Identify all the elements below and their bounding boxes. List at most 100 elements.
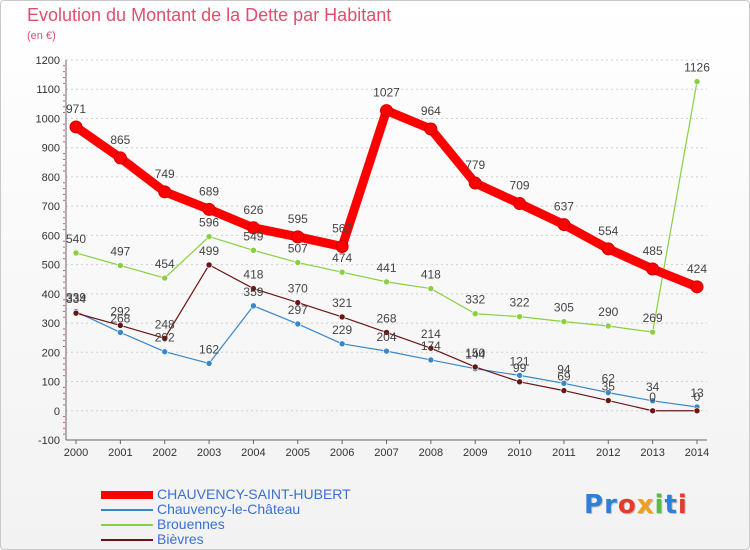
data-point: [471, 363, 479, 371]
x-tick-label: 2012: [596, 447, 620, 459]
data-point: [335, 239, 349, 253]
data-point: [72, 249, 80, 257]
data-label: 485: [643, 244, 663, 258]
data-label: 749: [155, 167, 175, 181]
x-tick-label: 2011: [552, 447, 576, 459]
data-label: 507: [288, 242, 308, 256]
data-point: [250, 285, 257, 292]
data-label: 554: [598, 224, 618, 238]
y-minor-tick: [63, 392, 65, 394]
data-point: [291, 230, 305, 244]
data-label: 370: [288, 282, 308, 296]
data-point: [246, 221, 260, 235]
data-point: [69, 120, 83, 134]
y-minor-tick: [63, 316, 65, 318]
y-minor-tick: [63, 375, 65, 377]
logo-letter: o: [617, 490, 637, 520]
data-point: [693, 407, 701, 415]
y-minor-tick: [63, 199, 65, 201]
y-tick-label: 1100: [36, 84, 60, 96]
y-minor-tick: [63, 182, 65, 184]
logo-letter: r: [604, 490, 618, 520]
y-minor-tick: [63, 275, 65, 277]
data-point: [690, 280, 704, 294]
legend-item: Chauvency-le-Château: [101, 502, 351, 517]
data-point: [205, 233, 213, 240]
y-minor-tick: [63, 129, 65, 131]
data-label: 1126: [684, 61, 710, 75]
data-label: 174: [421, 339, 441, 353]
y-minor-tick: [63, 421, 65, 423]
data-point: [427, 285, 435, 292]
y-minor-tick: [63, 106, 65, 108]
y-minor-tick: [63, 281, 65, 283]
y-tick-label: 500: [42, 260, 60, 272]
x-tick-label: 2013: [640, 447, 664, 459]
data-label: 269: [643, 311, 663, 325]
data-point: [383, 347, 390, 355]
legend: CHAUVENCY-SAINT-HUBERT Chauvency-le-Châte…: [101, 487, 351, 547]
y-minor-tick: [63, 158, 65, 160]
data-point: [468, 176, 482, 190]
data-point: [601, 242, 615, 256]
data-point: [649, 397, 656, 405]
data-label: 441: [376, 261, 396, 275]
data-label: 418: [243, 268, 263, 282]
data-label: 549: [243, 229, 263, 243]
data-point: [560, 387, 568, 394]
x-tick-label: 2006: [330, 447, 354, 459]
proxiti-logo: Proxiti: [584, 490, 688, 520]
data-point: [513, 197, 527, 211]
data-label: 332: [465, 293, 485, 307]
data-point: [338, 268, 346, 276]
data-label: 268: [376, 311, 396, 325]
y-minor-tick: [63, 340, 65, 342]
data-point: [604, 389, 612, 396]
y-tick-label: 100: [42, 377, 60, 389]
y-tick-label: 700: [42, 201, 60, 213]
data-point: [117, 322, 124, 329]
y-minor-tick: [63, 269, 65, 271]
y-minor-tick: [63, 369, 65, 371]
y-minor-tick: [63, 188, 65, 190]
data-label: 359: [243, 285, 263, 299]
y-tick-label: 1200: [36, 55, 60, 67]
data-point: [294, 299, 302, 306]
data-label: 964: [421, 104, 441, 118]
data-point: [338, 340, 346, 348]
x-tick-label: 2002: [152, 447, 176, 459]
data-label: 499: [199, 244, 219, 258]
data-point: [427, 356, 435, 364]
y-minor-tick: [63, 141, 65, 143]
logo-letter: P: [584, 490, 605, 520]
data-label: 229: [332, 323, 352, 337]
y-minor-tick: [63, 112, 65, 114]
data-point: [649, 407, 656, 415]
data-point: [383, 329, 390, 336]
data-point: [294, 320, 302, 328]
data-label: 1027: [373, 86, 400, 100]
y-tick-label: 600: [42, 230, 60, 242]
y-minor-tick: [63, 229, 65, 231]
x-tick-label: 2010: [507, 447, 531, 459]
chart-subtitle: (en €): [27, 30, 56, 42]
y-minor-tick: [63, 240, 65, 242]
y-minor-tick: [63, 65, 65, 67]
chart-title: Evolution du Montant de la Dette par Hab…: [27, 5, 392, 25]
data-point: [380, 104, 393, 118]
data-label: 297: [288, 303, 308, 317]
y-minor-tick: [63, 153, 65, 155]
y-minor-tick: [63, 246, 65, 248]
data-point: [161, 274, 169, 282]
y-minor-tick: [63, 71, 65, 73]
y-minor-tick: [63, 258, 65, 260]
logo-letter: t: [664, 490, 678, 520]
data-label: 0: [649, 390, 656, 404]
data-point: [161, 348, 169, 356]
logo-letter: i: [654, 490, 665, 520]
y-minor-tick: [63, 427, 65, 429]
y-minor-tick: [63, 223, 65, 225]
data-label: 268: [110, 311, 130, 325]
data-point: [560, 318, 568, 325]
